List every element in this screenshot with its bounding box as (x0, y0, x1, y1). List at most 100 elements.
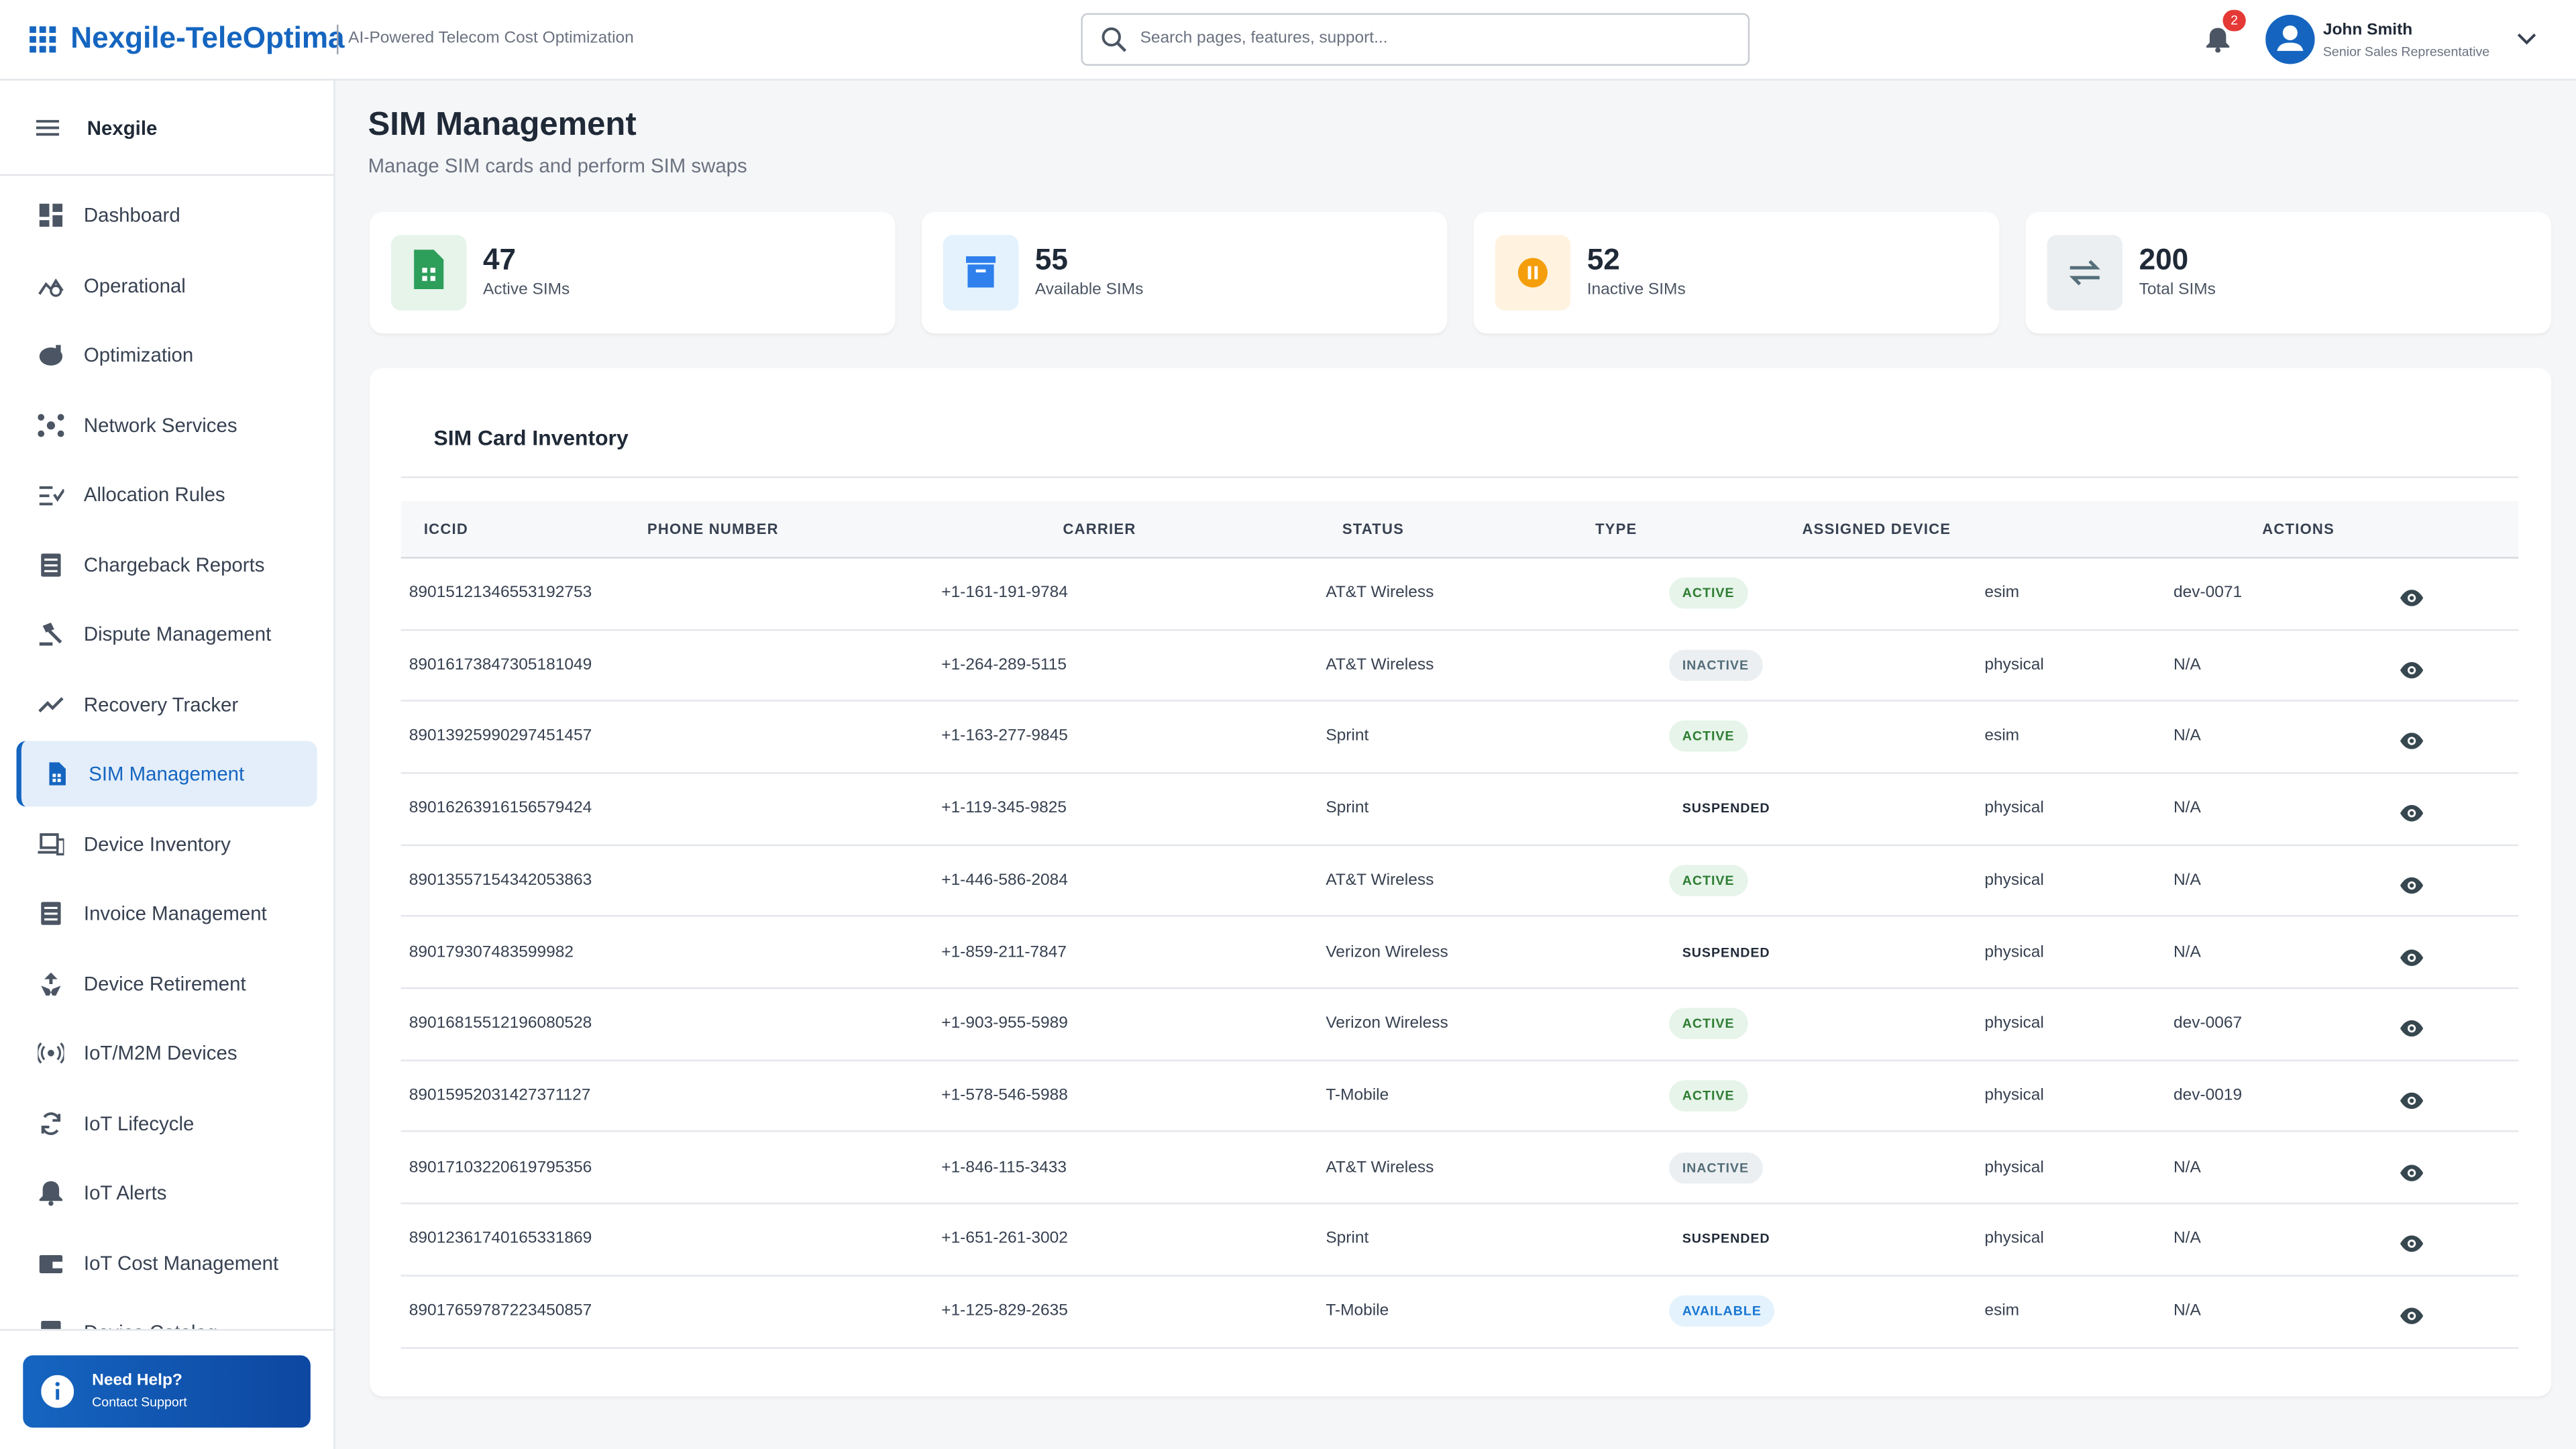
nav-label: Operational (83, 273, 186, 297)
user-name: John Smith (2322, 21, 2413, 40)
nav-item[interactable]: Device Retirement (16, 951, 317, 1016)
table-cell: N/A (2174, 1301, 2201, 1320)
row-divider (400, 700, 2519, 702)
status-badge: SUSPENDED (1682, 801, 1770, 816)
table-title: SIM Card Inventory (433, 425, 629, 451)
nav-icon (39, 1254, 63, 1273)
nav-icon (49, 762, 66, 786)
table-cell: esim (1984, 1301, 2020, 1320)
table-cell: 89012361740165331869 (409, 1230, 592, 1248)
table-cell: esim (1984, 727, 2020, 746)
nav-icon (38, 1042, 64, 1064)
column-header: ICCID (423, 521, 468, 537)
search-box[interactable]: Search pages, features, support... (1081, 13, 1750, 66)
brand[interactable]: Nexgile-TeleOptima (70, 21, 345, 54)
stat-value: 47 (483, 243, 517, 276)
avatar[interactable] (2265, 15, 2315, 64)
column-header: ACTIONS (2262, 521, 2335, 537)
nav-item[interactable]: Recovery Tracker (16, 671, 317, 737)
nav-item[interactable]: Dispute Management (16, 601, 317, 667)
nav-label: SIM Management (89, 762, 245, 786)
stat-icon (2047, 235, 2123, 311)
table-cell: Sprint (1326, 799, 1369, 818)
table-cell: AT&T Wireless (1326, 871, 1434, 890)
nav-item[interactable]: IoT Alerts (16, 1160, 317, 1226)
table-cell: 89013925990297451457 (409, 727, 592, 746)
view-button[interactable] (2400, 1016, 2424, 1037)
eye-icon (2400, 590, 2424, 606)
column-header: PHONE NUMBER (647, 521, 779, 537)
nav-label: IoT/M2M Devices (83, 1041, 237, 1065)
nav-item[interactable]: SIM Management (16, 741, 317, 807)
status-badge: SUSPENDED (1682, 1232, 1770, 1247)
stat-label: Available SIMs (1034, 280, 1144, 299)
nav-label: Dispute Management (83, 623, 272, 646)
stat-icon (1495, 235, 1571, 311)
nav-item[interactable]: Chargeback Reports (16, 531, 317, 597)
row-divider (400, 1274, 2519, 1277)
stat-icon (943, 235, 1019, 311)
table-cell: Sprint (1326, 1230, 1369, 1248)
eye-icon (2400, 805, 2424, 822)
view-button[interactable] (2400, 1159, 2424, 1181)
status-badge: ACTIVE (1669, 577, 1748, 609)
nav-icon (39, 1181, 63, 1206)
nav-item[interactable]: IoT Cost Management (16, 1230, 317, 1295)
nav-item[interactable]: IoT Lifecycle (16, 1090, 317, 1156)
view-button[interactable] (2400, 944, 2424, 965)
user-role: Senior Sales Representative (2322, 44, 2490, 60)
eye-icon (2400, 1164, 2424, 1181)
stat-card: 47 Active SIMs (370, 211, 896, 334)
nav-item[interactable]: Optimization (16, 322, 317, 388)
help-area: Need Help? Contact Support (0, 1329, 334, 1449)
table-cell: dev-0067 (2174, 1014, 2243, 1033)
table-cell: +1-859-211-7847 (941, 943, 1067, 961)
nav-item[interactable]: Allocation Rules (16, 462, 317, 527)
view-button[interactable] (2400, 1087, 2424, 1109)
apps-icon[interactable] (30, 26, 58, 54)
column-header: STATUS (1342, 521, 1405, 537)
table-cell: +1-264-289-5115 (941, 655, 1067, 674)
nav-item[interactable]: IoT/M2M Devices (16, 1020, 317, 1086)
view-button[interactable] (2400, 1303, 2424, 1324)
search-placeholder: Search pages, features, support... (1140, 30, 1388, 48)
table-cell: dev-0071 (2174, 584, 2243, 602)
nav-item[interactable]: Operational (16, 252, 317, 318)
menu-icon[interactable] (36, 119, 60, 136)
help-card[interactable]: Need Help? Contact Support (23, 1355, 311, 1428)
stat-card: 55 Available SIMs (921, 211, 1448, 334)
nav-icon (38, 696, 64, 712)
nav-item[interactable]: Invoice Management (16, 881, 317, 947)
view-button[interactable] (2400, 657, 2424, 678)
nav-icon (39, 623, 62, 646)
view-button[interactable] (2400, 729, 2424, 750)
view-button[interactable] (2400, 800, 2424, 822)
table-cell: +1-578-546-5988 (941, 1086, 1068, 1105)
table-cell: physical (1984, 655, 2044, 674)
view-button[interactable] (2400, 1231, 2424, 1252)
view-button[interactable] (2400, 872, 2424, 894)
nav-label: Device Retirement (83, 971, 246, 995)
stat-label: Inactive SIMs (1587, 280, 1686, 299)
view-button[interactable] (2400, 585, 2424, 606)
eye-icon (2400, 1020, 2424, 1037)
nav-item[interactable]: Network Services (16, 392, 317, 458)
nav-label: IoT Lifecycle (83, 1111, 195, 1135)
nav-item[interactable]: Dashboard (16, 182, 317, 248)
user-menu-chevron[interactable] (2517, 33, 2536, 46)
table-cell: physical (1984, 799, 2044, 818)
sidebar: Nexgile Dashboard Operational Optimization… (0, 80, 335, 1449)
eye-icon (2400, 733, 2424, 750)
status-badge: AVAILABLE (1669, 1295, 1775, 1327)
stat-card: 200 Total SIMs (2025, 211, 2552, 334)
eye-icon (2400, 1307, 2424, 1324)
table-cell: AT&T Wireless (1326, 655, 1434, 674)
table-cell: +1-119-345-9825 (941, 799, 1067, 818)
table-cell: physical (1984, 943, 2044, 961)
nav-item[interactable]: Device Inventory (16, 811, 317, 877)
nav-icon (41, 902, 61, 925)
bell-icon[interactable] (2205, 26, 2231, 53)
status-badge: INACTIVE (1669, 649, 1762, 681)
